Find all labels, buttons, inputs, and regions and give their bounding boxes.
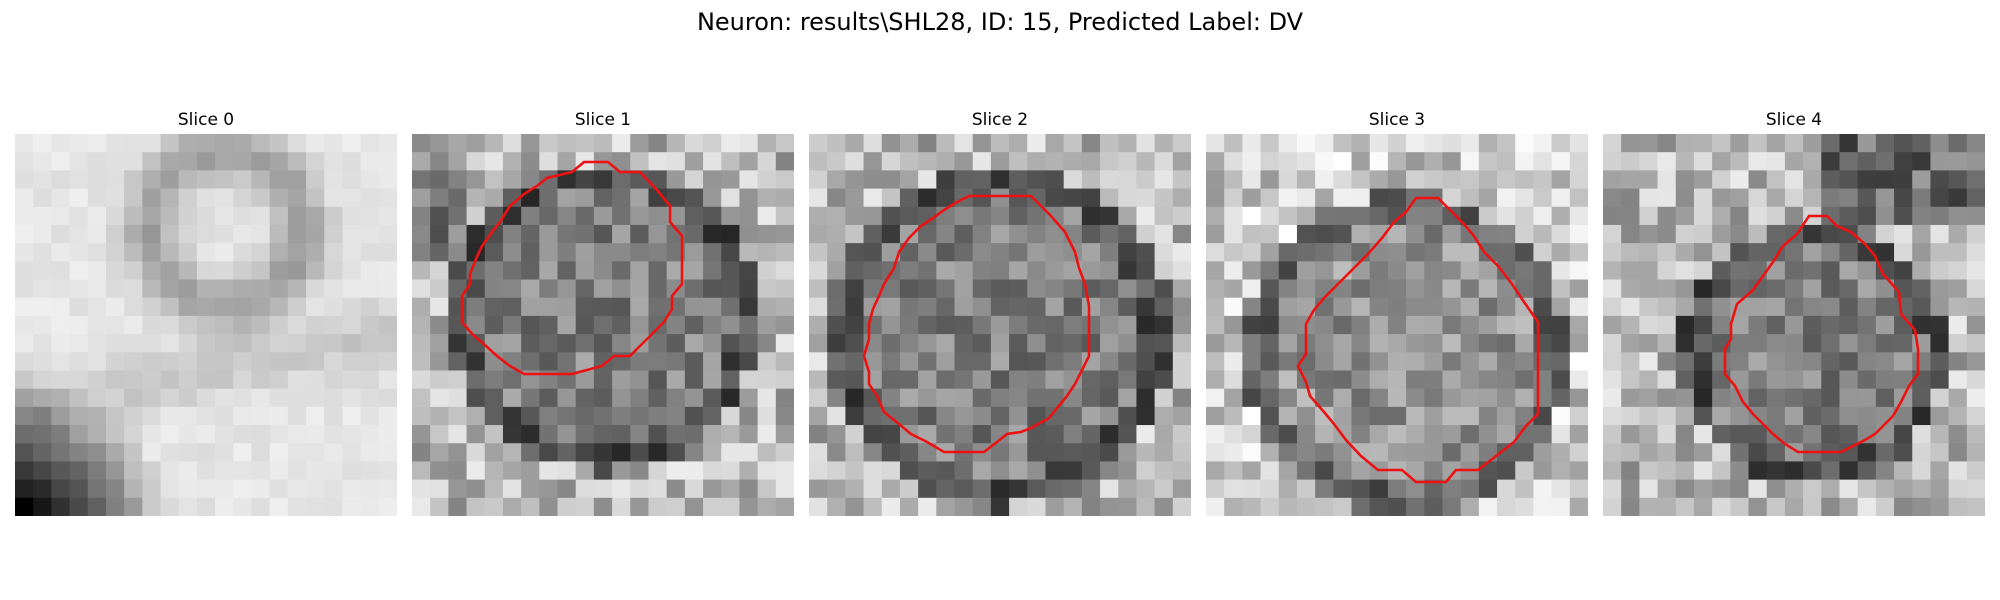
slice-panel-4: Slice 4 (1603, 110, 1985, 520)
pixel-grid (412, 134, 794, 516)
pixel-grid (1206, 134, 1588, 516)
pixel-grid (1603, 134, 1985, 516)
figure-title: Neuron: results\SHL28, ID: 15, Predicted… (696, 8, 1304, 36)
pixel-grid (15, 134, 397, 516)
slice-title: Slice 1 (574, 110, 632, 130)
slice-panel-2: Slice 2 (809, 110, 1191, 520)
slice-image-2 (809, 134, 1191, 516)
slice-panel-0: Slice 0 (15, 110, 397, 520)
slice-panel-3: Slice 3 (1206, 110, 1588, 520)
pixel-grid (809, 134, 1191, 516)
slice-panel-1: Slice 1 (412, 110, 794, 520)
slice-image-3 (1206, 134, 1588, 516)
cell-contour (862, 194, 1091, 454)
slice-title: Slice 3 (1368, 110, 1426, 130)
slice-image-1 (412, 134, 794, 516)
slice-image-0 (15, 134, 397, 516)
cell-contour (1723, 214, 1920, 454)
slice-title: Slice 4 (1765, 110, 1823, 130)
slice-image-4 (1603, 134, 1985, 516)
cell-contour (1296, 196, 1540, 484)
slice-title: Slice 2 (971, 110, 1029, 130)
cell-contour (460, 160, 684, 376)
slice-title: Slice 0 (177, 110, 235, 130)
